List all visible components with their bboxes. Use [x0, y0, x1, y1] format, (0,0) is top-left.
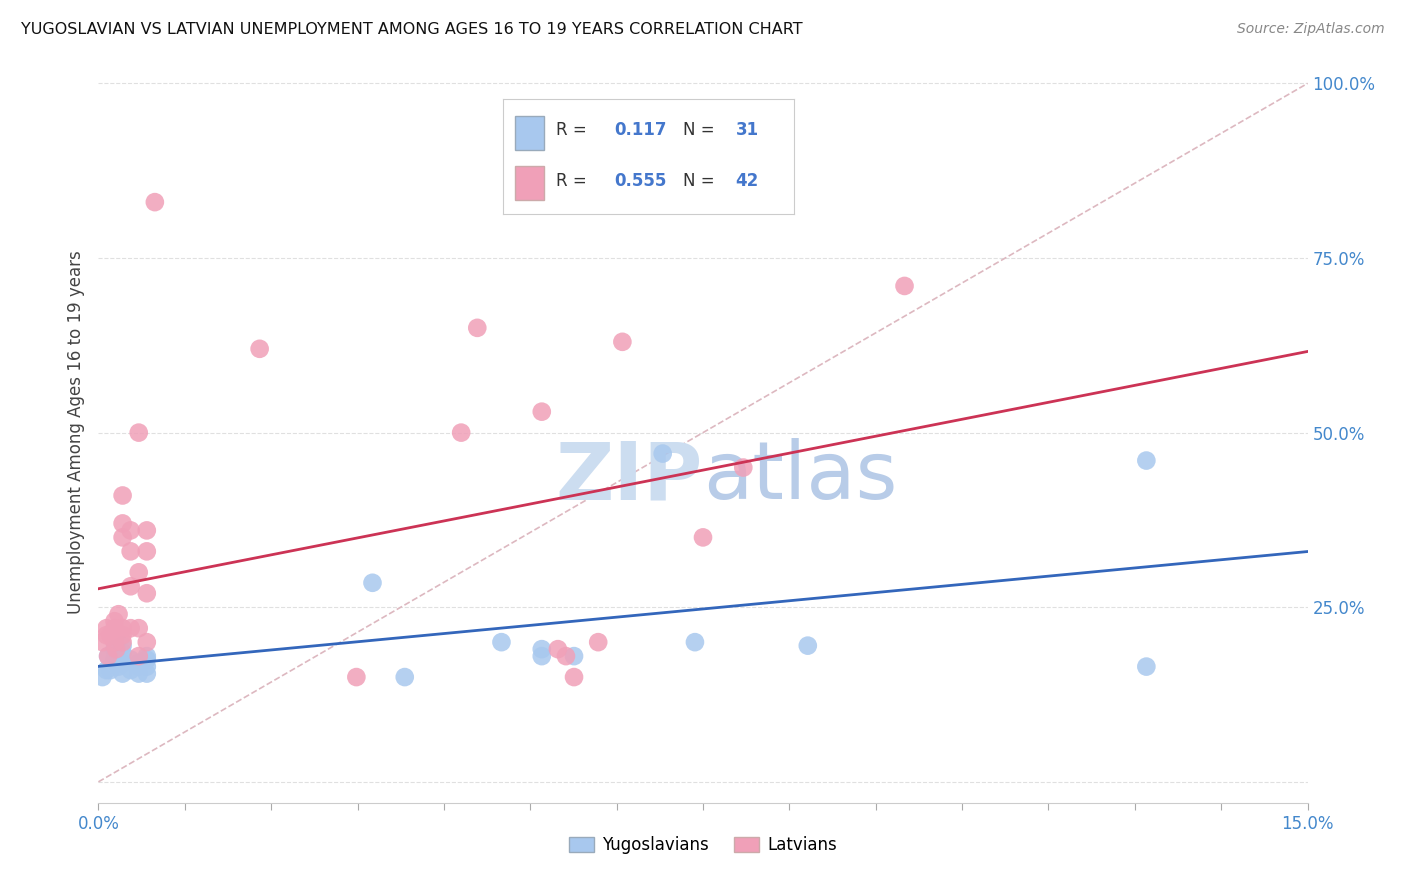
Point	[135, 635, 157, 649]
Point	[491, 635, 513, 649]
Point	[1135, 659, 1157, 673]
Point	[249, 342, 271, 356]
Point	[111, 621, 134, 635]
Point	[128, 649, 150, 664]
Point	[530, 649, 553, 664]
Point	[111, 666, 134, 681]
Text: Source: ZipAtlas.com: Source: ZipAtlas.com	[1237, 22, 1385, 37]
Point	[111, 639, 134, 653]
Point	[683, 635, 706, 649]
Point	[105, 642, 128, 657]
Point	[120, 524, 142, 538]
Point	[103, 635, 125, 649]
Point	[562, 649, 585, 664]
Point	[450, 425, 472, 440]
Point	[111, 488, 134, 502]
Point	[465, 321, 488, 335]
Point	[120, 663, 142, 677]
Point	[733, 460, 755, 475]
Point	[530, 642, 553, 657]
Point	[103, 621, 125, 635]
Point	[120, 652, 142, 666]
Point	[103, 652, 125, 666]
Point	[128, 425, 150, 440]
Point	[394, 670, 416, 684]
Point	[128, 656, 150, 670]
Point	[100, 663, 122, 677]
Point	[111, 646, 134, 660]
Point	[530, 405, 553, 419]
Point	[111, 530, 134, 544]
Text: YUGOSLAVIAN VS LATVIAN UNEMPLOYMENT AMONG AGES 16 TO 19 YEARS CORRELATION CHART: YUGOSLAVIAN VS LATVIAN UNEMPLOYMENT AMON…	[21, 22, 803, 37]
Point	[135, 586, 157, 600]
Point	[555, 649, 578, 664]
Point	[91, 635, 114, 649]
Point	[91, 670, 114, 684]
Point	[562, 670, 585, 684]
Point	[128, 666, 150, 681]
Point	[96, 621, 118, 635]
Point	[135, 666, 157, 681]
Point	[143, 195, 166, 210]
Point	[361, 575, 384, 590]
Point	[612, 334, 634, 349]
Point	[1135, 453, 1157, 467]
Point	[547, 642, 569, 657]
Point	[135, 524, 157, 538]
Point	[103, 642, 125, 657]
Point	[692, 530, 714, 544]
Point	[120, 621, 142, 635]
Point	[111, 516, 134, 531]
Point	[107, 607, 129, 622]
Point	[586, 635, 609, 649]
Point	[135, 659, 157, 673]
Point	[651, 446, 673, 460]
Point	[96, 663, 118, 677]
Point	[97, 649, 120, 664]
Legend: Yugoslavians, Latvians: Yugoslavians, Latvians	[562, 830, 844, 861]
Point	[344, 670, 367, 684]
Point	[100, 628, 122, 642]
Y-axis label: Unemployment Among Ages 16 to 19 years: Unemployment Among Ages 16 to 19 years	[66, 251, 84, 615]
Text: ZIP: ZIP	[555, 438, 703, 516]
Point	[135, 649, 157, 664]
Point	[135, 544, 157, 558]
Point	[128, 621, 150, 635]
Point	[797, 639, 820, 653]
Point	[893, 279, 915, 293]
Point	[111, 628, 134, 642]
Point	[103, 614, 125, 628]
Point	[107, 659, 129, 673]
Point	[120, 579, 142, 593]
Point	[96, 628, 118, 642]
Point	[111, 635, 134, 649]
Point	[97, 649, 120, 664]
Point	[128, 566, 150, 580]
Point	[135, 652, 157, 666]
Text: atlas: atlas	[703, 438, 897, 516]
Point	[111, 656, 134, 670]
Point	[120, 544, 142, 558]
Point	[128, 659, 150, 673]
